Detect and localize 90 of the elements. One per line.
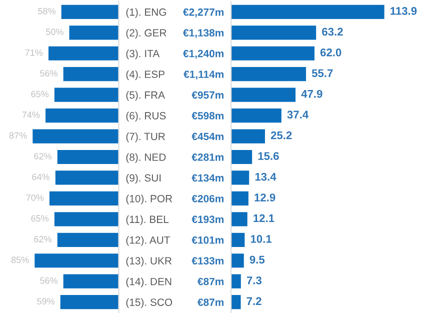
y-tick-label: (13). UKR [126, 256, 172, 267]
bar [231, 274, 241, 288]
bar [231, 170, 250, 185]
data-label: 12.1 [254, 214, 274, 222]
bar [231, 254, 244, 268]
y-tick-label: €1,240m [183, 50, 224, 59]
y-tick-label: (3). ITA [126, 50, 160, 60]
y-tick-label: (2). GER [126, 28, 166, 39]
y-tick-label: €454m [192, 132, 224, 140]
bar [231, 150, 252, 164]
data-label: 47.9 [301, 90, 322, 98]
y-tick-label: (14). DEN [126, 278, 172, 288]
y-tick-label: €281m [192, 154, 224, 161]
y-tick-label: (9). SUI [126, 174, 161, 184]
y-tick-label: (8). NED [126, 153, 166, 163]
data-label: 59% [37, 298, 54, 304]
data-label: 62.0 [320, 48, 342, 56]
data-label: 7.3 [246, 276, 262, 284]
bar [231, 295, 241, 310]
y-tick-label: (10). POR [126, 194, 172, 204]
bar [54, 212, 119, 226]
y-tick-label: €87m [198, 278, 224, 286]
y-tick-label: €193m [192, 216, 224, 224]
bar [34, 254, 119, 268]
y-tick-label: €206m [192, 194, 224, 202]
data-label: 65% [31, 215, 49, 222]
bar [231, 108, 282, 123]
data-label: 50% [46, 28, 64, 36]
bar [57, 232, 119, 247]
bar [231, 232, 245, 247]
data-label: 62% [34, 153, 52, 160]
bar [54, 88, 119, 102]
y-tick-label: (15). SCO [126, 298, 172, 308]
y-tick-label: €2,277m [183, 8, 224, 18]
y-tick-label: (4). ESP [126, 70, 164, 80]
y-tick-label: €133m [192, 257, 224, 265]
bar [55, 170, 119, 185]
y-tick-label: €598m [192, 112, 224, 120]
data-label: 65% [31, 90, 49, 98]
bar [63, 67, 119, 82]
y-tick-label: (7). TUR [126, 132, 165, 142]
y-tick-label: (12). AUT [126, 236, 170, 246]
bar [231, 46, 314, 60]
bar [49, 191, 119, 206]
data-label: 37.4 [287, 110, 309, 119]
bar [231, 129, 265, 144]
bar [69, 26, 119, 40]
bar [46, 108, 119, 123]
y-tick-label: (5). FRA [126, 91, 165, 101]
y-tick-label: (11). BEL [126, 215, 169, 226]
bar [231, 88, 296, 102]
data-label: 56% [40, 70, 58, 77]
data-label: 7.2 [246, 297, 262, 305]
y-tick-label: €101m [192, 236, 224, 244]
data-label: 13.4 [255, 172, 276, 181]
y-tick-label: €1,138m [183, 29, 224, 38]
data-label: 15.6 [258, 152, 279, 160]
data-label: 74% [22, 112, 40, 118]
data-label: 85% [11, 256, 29, 264]
data-label: 62% [34, 236, 52, 242]
bar [32, 129, 119, 144]
bar [231, 212, 248, 226]
data-label: 113.9 [390, 7, 417, 15]
data-label: 63.2 [322, 28, 343, 36]
bar [231, 191, 248, 206]
bar [231, 67, 306, 82]
y-tick-label: €134m [192, 174, 224, 182]
y-tick-label: €1,114m [184, 70, 224, 80]
data-label: 71% [25, 49, 43, 56]
data-label: 10.1 [250, 235, 272, 243]
bar [63, 274, 119, 288]
y-tick-label: €957m [192, 91, 224, 99]
data-label: 55.7 [312, 69, 333, 78]
bar [231, 4, 384, 19]
data-label: 70% [26, 194, 44, 201]
bar [60, 295, 119, 310]
y-tick-label: (6). RUS [126, 112, 166, 122]
bar [231, 26, 316, 40]
bar [57, 150, 119, 164]
data-label: 25.2 [270, 131, 292, 140]
data-label: 56% [40, 277, 58, 284]
bar [48, 46, 119, 60]
data-label: 58% [38, 8, 56, 14]
data-label: 9.5 [250, 256, 265, 264]
data-label: 87% [9, 132, 27, 139]
bar [61, 4, 119, 19]
data-label: 64% [32, 174, 50, 180]
data-label: 12.9 [254, 194, 276, 202]
y-tick-label: (1). ENG [126, 8, 166, 18]
y-tick-label: €87m [198, 298, 224, 306]
